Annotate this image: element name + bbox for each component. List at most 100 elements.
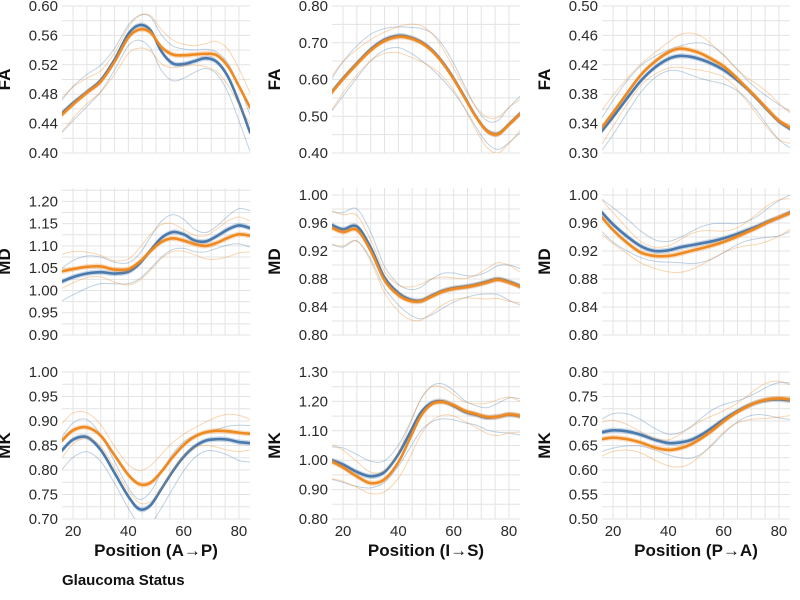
series-ci-lower (332, 240, 520, 320)
series-ci-lower (602, 231, 790, 265)
series-line (602, 211, 790, 258)
series-ci-upper (602, 381, 790, 435)
y-tick-label: 0.75 (29, 487, 58, 504)
y-tick-label: 0.44 (29, 116, 58, 133)
series-ci-lower (602, 228, 790, 274)
y-tick-label: 0.40 (29, 145, 58, 162)
y-axis-label: FA (0, 69, 14, 91)
x-tick-label: 40 (660, 523, 677, 540)
series-ci-upper (332, 210, 520, 288)
series-ci-upper (332, 23, 520, 119)
y-tick-label: 0.55 (569, 487, 598, 504)
y-tick-label: 0.80 (299, 0, 328, 15)
y-tick-label: 0.88 (299, 271, 328, 288)
y-axis-label: MK (265, 432, 284, 459)
y-axis-label: FA (535, 69, 554, 91)
series-line (602, 397, 790, 452)
y-tick-label: 0.80 (569, 364, 598, 381)
series-ci-upper (602, 194, 790, 243)
x-tick-label: 80 (231, 523, 248, 540)
series-band (332, 398, 520, 480)
series-ci-lower (62, 47, 250, 133)
x-tick-label: 20 (65, 523, 82, 540)
x-tick-label: 80 (771, 523, 788, 540)
y-tick-label: 0.50 (299, 108, 328, 125)
y-tick-label: 0.80 (299, 511, 328, 528)
series-ci-lower (332, 51, 520, 153)
series-layer (62, 410, 250, 519)
y-tick-label: 0.70 (299, 35, 328, 52)
y-tick-label: 0.85 (29, 438, 58, 455)
y-tick-label: 0.80 (299, 327, 328, 344)
x-axis-label: Position (P→A) (634, 541, 758, 560)
series-ci-upper (332, 26, 520, 123)
y-tick-label: 0.96 (569, 215, 598, 232)
y-tick-label: 0.42 (569, 57, 598, 74)
y-tick-label: 0.30 (569, 145, 598, 162)
x-tick-label: 20 (605, 523, 622, 540)
y-tick-label: 0.38 (569, 86, 598, 103)
y-tick-label: 0.48 (29, 86, 58, 103)
y-tick-label: 0.56 (29, 27, 58, 44)
series-ci-lower (602, 415, 790, 468)
legend-title: Glaucoma Status (62, 572, 185, 589)
y-tick-label: 0.80 (29, 462, 58, 479)
panel-5: 0.80 0.84 0.88 0.92 0.96 1.00 MD (265, 187, 520, 344)
x-tick-label: 20 (335, 523, 352, 540)
y-tick-label: 1.00 (299, 452, 328, 469)
series-layer (332, 207, 520, 322)
series-line (332, 400, 520, 485)
series-ci-upper (62, 216, 250, 262)
series-ci-lower (62, 39, 250, 152)
y-axis-label: MK (535, 432, 554, 459)
y-axis-label: MD (0, 248, 14, 274)
x-tick-label: 60 (445, 523, 462, 540)
series-ci-upper (332, 207, 520, 291)
series-ci-upper (332, 385, 520, 474)
series-layer (62, 207, 250, 302)
y-tick-label: 0.70 (569, 413, 598, 430)
series-line (602, 47, 790, 129)
series-ci-lower (62, 243, 250, 302)
series-ci-upper (332, 383, 520, 463)
y-tick-label: 0.50 (569, 511, 598, 528)
x-axis-label: Position (I→S) (368, 541, 484, 560)
y-tick-label: 0.40 (299, 145, 328, 162)
y-tick-label: 0.60 (569, 462, 598, 479)
y-tick-label: 1.10 (299, 423, 328, 440)
series-ci-upper (602, 380, 790, 441)
series-ci-lower (332, 46, 520, 150)
y-tick-label: 0.60 (299, 72, 328, 89)
y-tick-label: 1.30 (299, 364, 328, 381)
series-line (332, 35, 520, 136)
series-layer (602, 380, 790, 468)
x-tick-label: 80 (501, 523, 518, 540)
series-band (332, 222, 520, 304)
y-axis-label: FA (265, 69, 284, 91)
panel-7: 0.70 0.75 0.80 0.85 0.90 0.95 1.00 MK 20 40 60 80 Po… (0, 364, 250, 560)
panel-6: 0.80 0.84 0.88 0.92 0.96 1.00 MD (535, 187, 790, 344)
series-line (62, 435, 250, 511)
y-tick-label: 1.00 (29, 364, 58, 381)
series-line (62, 224, 250, 283)
panel-8: 0.80 0.90 1.00 1.10 1.20 1.30 MK 20 40 60 80 Positi… (265, 364, 520, 560)
series-ci-upper (62, 207, 250, 269)
y-tick-label: 0.60 (29, 0, 58, 15)
x-tick-label: 60 (175, 523, 192, 540)
series-ci-lower (602, 414, 790, 459)
x-tick-label: 40 (390, 523, 407, 540)
series-ci-lower (602, 69, 790, 151)
series-ci-lower (332, 418, 520, 489)
series-ci-upper (62, 13, 250, 116)
y-tick-label: 0.84 (299, 299, 328, 316)
series-ci-upper (602, 32, 790, 114)
series-ci-upper (602, 42, 790, 118)
y-axis-label: MD (535, 248, 554, 274)
y-tick-label: 0.84 (569, 299, 598, 316)
series-ci-lower (602, 66, 790, 145)
panel-3: 0.30 0.34 0.38 0.42 0.46 0.50 FA (535, 0, 790, 162)
series-layer (62, 13, 250, 152)
series-ci-lower (332, 239, 520, 322)
y-tick-label: 0.96 (299, 215, 328, 232)
